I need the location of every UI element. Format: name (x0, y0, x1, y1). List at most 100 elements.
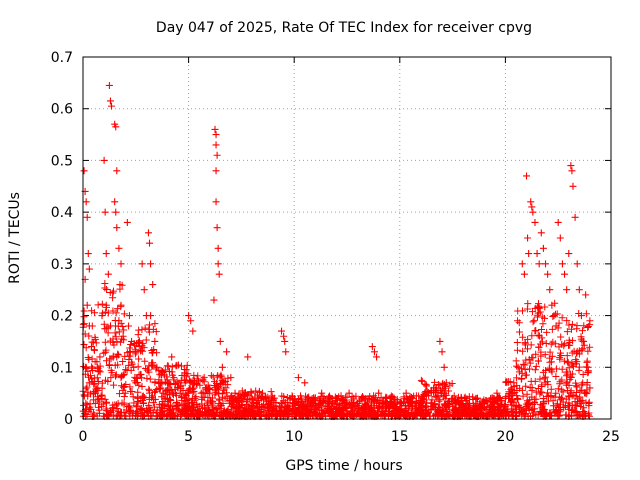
data-point (216, 337, 224, 345)
noise-point (134, 363, 142, 371)
noise-point (333, 404, 341, 412)
noise-point (380, 411, 388, 419)
noise-point (106, 408, 114, 416)
noise-point (513, 395, 521, 403)
data-point (569, 182, 577, 190)
noise-point (139, 394, 147, 402)
data-point (294, 374, 302, 382)
noise-point (443, 408, 451, 416)
noise-point (349, 399, 357, 407)
noise-point (586, 343, 594, 351)
noise-point (391, 412, 399, 420)
noise-point (215, 396, 223, 404)
noise-point (335, 393, 343, 401)
noise-point (475, 403, 483, 411)
noise-point (142, 336, 150, 344)
noise-point (92, 339, 100, 347)
axis-ticks (82, 56, 612, 420)
noise-point (584, 323, 592, 331)
noise-point (94, 377, 102, 385)
noise-point (244, 410, 252, 418)
data-point (520, 270, 528, 278)
data-point (187, 317, 195, 325)
noise-point (127, 341, 135, 349)
noise-point (538, 326, 546, 334)
noise-point (151, 320, 159, 328)
noise-point (392, 409, 400, 417)
noise-point (120, 310, 128, 318)
noise-point (457, 394, 465, 402)
noise-point (303, 402, 311, 410)
noise-point (172, 403, 180, 411)
noise-point (90, 411, 98, 419)
noise-point (583, 357, 591, 365)
noise-point (438, 406, 446, 414)
data-point (542, 260, 550, 268)
data-point (531, 218, 539, 226)
data-point (537, 229, 545, 237)
noise-point (177, 362, 185, 370)
data-point (567, 162, 575, 170)
noise-point (411, 404, 419, 412)
data-point (524, 234, 532, 242)
noise-point (141, 357, 149, 365)
noise-point (98, 402, 106, 410)
noise-point (98, 384, 106, 392)
noise-point (384, 399, 392, 407)
noise-point (99, 309, 107, 317)
noise-point (96, 368, 104, 376)
data-point (212, 131, 220, 139)
noise-point (513, 339, 521, 347)
noise-point (256, 407, 264, 415)
noise-point (359, 403, 367, 411)
noise-point (294, 407, 302, 415)
noise-point (226, 410, 234, 418)
noise-point (325, 407, 333, 415)
noise-point (405, 411, 413, 419)
noise-point (205, 385, 213, 393)
noise-point (576, 393, 584, 401)
noise-point (342, 405, 350, 413)
noise-point (83, 383, 91, 391)
noise-point (80, 320, 88, 328)
noise-point (526, 383, 534, 391)
noise-point (538, 338, 546, 346)
noise-point (115, 351, 123, 359)
noise-point (109, 287, 117, 295)
noise-point (573, 402, 581, 410)
noise-point (584, 368, 592, 376)
noise-point (216, 404, 224, 412)
noise-point (445, 398, 453, 406)
noise-point (298, 401, 306, 409)
data-point (211, 125, 219, 133)
noise-point (118, 335, 126, 343)
noise-point (501, 402, 509, 410)
noise-point (101, 338, 109, 346)
noise-point (513, 374, 521, 382)
noise-point (115, 328, 123, 336)
noise-point (302, 405, 310, 413)
noise-point (509, 390, 517, 398)
noise-point (525, 406, 533, 414)
noise-point (366, 404, 374, 412)
noise-point (581, 412, 589, 420)
noise-point (135, 343, 143, 351)
noise-point (397, 398, 405, 406)
noise-point (251, 407, 259, 415)
noise-point (585, 402, 593, 410)
noise-point (133, 403, 141, 411)
noise-point (163, 411, 171, 419)
noise-point (265, 404, 273, 412)
noise-point (119, 357, 127, 365)
noise-point (213, 373, 221, 381)
noise-point (116, 409, 124, 417)
x-tick-label: 0 (79, 429, 88, 445)
data-point (558, 260, 566, 268)
noise-point (182, 392, 190, 400)
noise-point (94, 396, 102, 404)
noise-point (109, 289, 117, 297)
noise-point (524, 345, 532, 353)
data-point (213, 224, 221, 232)
noise-point (562, 368, 570, 376)
y-tick-label: 0.1 (51, 360, 73, 376)
